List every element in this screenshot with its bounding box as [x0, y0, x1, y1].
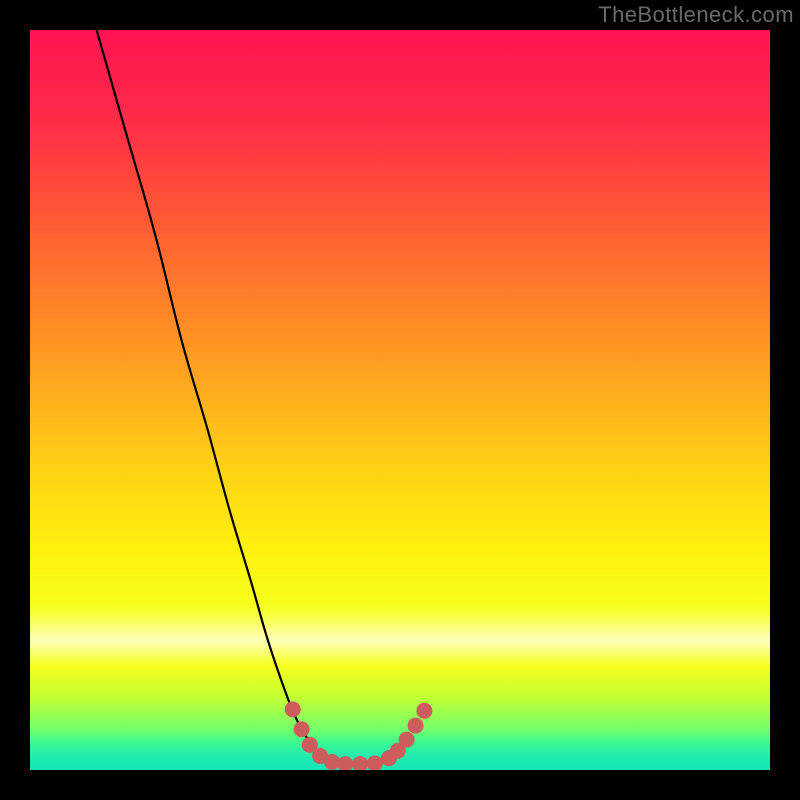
- highlight-dot: [367, 755, 383, 771]
- highlight-dot: [294, 721, 310, 737]
- watermark-text: TheBottleneck.com: [598, 2, 794, 28]
- highlight-dot: [416, 703, 432, 719]
- highlight-dot: [408, 718, 424, 734]
- highlight-dot: [337, 756, 353, 772]
- highlight-dot: [352, 756, 368, 772]
- highlight-dot: [399, 732, 415, 748]
- chart-root: TheBottleneck.com: [0, 0, 800, 800]
- chart-background: [30, 30, 770, 770]
- highlight-dot: [285, 701, 301, 717]
- chart-svg: [0, 0, 800, 800]
- highlight-dot: [324, 754, 340, 770]
